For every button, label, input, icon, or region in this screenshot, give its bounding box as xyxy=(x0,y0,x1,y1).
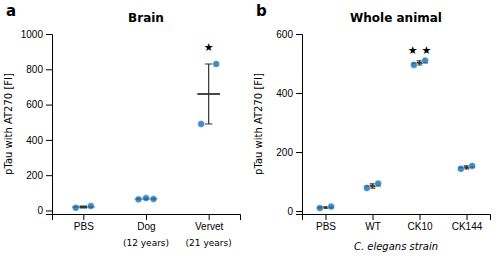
y-tick-mark xyxy=(46,175,52,176)
significance: ★ ★ xyxy=(408,44,432,57)
y-tick: 600 xyxy=(276,29,302,40)
y-tick-label: 0 xyxy=(37,205,43,216)
y-tick-mark xyxy=(296,93,302,94)
y-tick-mark xyxy=(296,152,302,153)
point xyxy=(422,57,429,64)
y-tick-mark xyxy=(46,34,52,35)
y-tick: 400 xyxy=(276,88,302,99)
y-tick: 1000 xyxy=(21,29,52,40)
y-axis-title: pTau with AT270 [FI] xyxy=(3,73,14,175)
point xyxy=(363,185,370,192)
x-axis-line xyxy=(303,215,491,221)
y-tick: 800 xyxy=(26,64,52,75)
y-tick-label: 600 xyxy=(26,99,43,110)
x-tick-label: PBS xyxy=(74,221,94,232)
y-tick-label: 800 xyxy=(26,64,43,75)
x-tick-label: Dog xyxy=(137,221,155,232)
plot-area: 0 200 400 600 PBS WT CK10 CK144 C. elegans strai… xyxy=(253,11,491,252)
x-tick-mark xyxy=(83,214,84,220)
panel: 0 200 400 600 PBS WT CK10 CK144 C. elegans strai… xyxy=(253,2,491,252)
x-tick: WT xyxy=(365,214,381,232)
x-tick: PBS xyxy=(74,214,94,232)
chart: 0 200 400 600 800 1000 PBS Dog Vervet (12 years) (… xyxy=(0,0,500,260)
x-tick-label: CK144 xyxy=(452,221,483,232)
y-tick-mark xyxy=(46,140,52,141)
x-tick-mark xyxy=(146,214,147,220)
y-tick-label: 400 xyxy=(26,135,43,146)
y-axis-title: pTau with AT270 [FI] xyxy=(253,73,264,175)
x-axis-title: C. elegans strain xyxy=(354,241,438,252)
plot-area: 0 200 400 600 800 1000 PBS Dog Vervet (12 years) (… xyxy=(3,11,241,248)
x-tick-mark xyxy=(326,214,327,220)
mean-line xyxy=(197,93,220,95)
y-tick-label: 400 xyxy=(276,88,293,99)
panel-label: a xyxy=(6,2,16,20)
x-tick: Vervet xyxy=(195,214,224,232)
point xyxy=(316,205,323,212)
x-tick: PBS xyxy=(316,214,336,232)
x-axis: PBS Dog Vervet xyxy=(53,214,241,232)
y-tick-label: 200 xyxy=(26,170,43,181)
y-axis: 0 200 400 600 800 1000 xyxy=(21,29,53,216)
point xyxy=(457,165,464,172)
point xyxy=(198,121,205,128)
y-tick: 0 xyxy=(37,205,52,216)
x-tick-mark xyxy=(373,214,374,220)
x-sublabel: (21 years) xyxy=(186,238,232,248)
y-tick-mark xyxy=(296,34,302,35)
x-tick-label: WT xyxy=(365,221,381,232)
y-tick-mark xyxy=(46,69,52,70)
point xyxy=(135,196,142,203)
y-tick: 200 xyxy=(276,147,302,158)
y-tick-label: 200 xyxy=(276,147,293,158)
title: Whole animal xyxy=(350,11,442,25)
point xyxy=(328,203,335,210)
point xyxy=(410,61,417,68)
point xyxy=(150,196,157,203)
significance: ★ xyxy=(204,41,214,54)
y-tick-mark xyxy=(46,105,52,106)
x-tick-label: CK10 xyxy=(407,221,432,232)
x-tick: CK144 xyxy=(452,214,483,232)
y-tick-label: 600 xyxy=(276,29,293,40)
panel-label: b xyxy=(256,2,267,20)
x-tick-label: PBS xyxy=(316,221,336,232)
title: Brain xyxy=(128,11,164,25)
y-tick-mark xyxy=(46,210,52,211)
x-tick-mark xyxy=(467,214,468,220)
y-tick: 0 xyxy=(287,206,302,217)
x-axis: PBS WT CK10 CK144 xyxy=(303,214,491,232)
x-sublabel: (12 years) xyxy=(123,238,169,248)
y-tick-mark xyxy=(296,211,302,212)
x-tick-mark xyxy=(420,214,421,220)
point xyxy=(143,195,150,202)
point xyxy=(469,162,476,169)
y-axis-line xyxy=(46,35,53,215)
marks xyxy=(316,57,475,212)
x-tick: CK10 xyxy=(407,214,432,232)
y-axis: 0 200 400 600 xyxy=(276,29,302,217)
x-tick-mark xyxy=(209,214,210,220)
point xyxy=(72,204,79,211)
y-tick-label: 0 xyxy=(287,206,293,217)
y-tick: 400 xyxy=(26,135,52,146)
point xyxy=(87,203,94,210)
x-axis-line xyxy=(53,215,241,221)
y-axis-line xyxy=(296,35,303,215)
panel: 0 200 400 600 800 1000 PBS Dog Vervet (12 years) (… xyxy=(3,2,241,248)
y-tick: 200 xyxy=(26,170,52,181)
point xyxy=(375,180,382,187)
x-tick: Dog xyxy=(137,214,155,232)
y-tick: 600 xyxy=(26,99,52,110)
marks xyxy=(72,61,220,212)
y-tick-label: 1000 xyxy=(21,29,44,40)
x-tick-label: Vervet xyxy=(195,221,224,232)
point xyxy=(213,61,220,68)
